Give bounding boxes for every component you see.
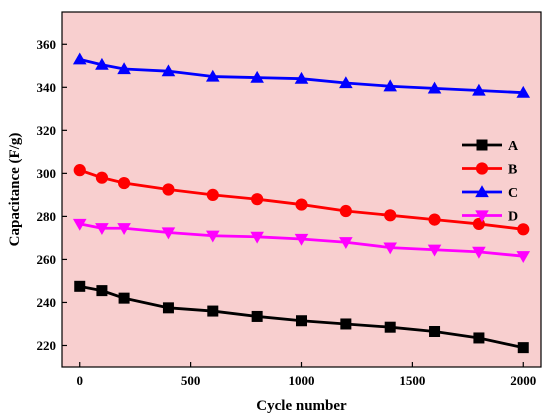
series-c-point [95,57,109,70]
series-c-point [161,64,176,77]
series-b-point [384,209,397,222]
series-d-point [95,223,109,236]
series-d-point [427,244,442,257]
series-d-point [472,246,486,259]
series-b-point [95,171,109,184]
x-axis-title: Cycle number [256,398,347,414]
series-d-point [294,233,309,246]
series-a-point [296,315,307,327]
series-d-point [339,237,353,250]
x-tick-label: 2000 [510,373,536,388]
series-c-point [516,85,531,98]
x-tick-label: 500 [181,373,201,388]
series-c-point [117,62,131,75]
y-tick-label: 340 [37,80,57,95]
series-d-point [161,227,176,240]
series-a-point [473,332,485,344]
y-tick-label: 360 [37,37,57,52]
series-d-point [250,231,264,244]
series-d-point [72,218,87,231]
series-d-point [205,230,220,243]
legend-c-label: C [508,186,518,201]
y-axis-title: Capacitance (F/g) [7,133,23,247]
series-b-point [517,223,530,236]
plot-background [62,12,541,367]
series-layer [72,52,531,354]
series-a-point [384,321,396,333]
series-d-point [383,242,398,255]
legend-d-marker [475,210,489,223]
legend-b-marker [475,162,489,175]
series-d-point [516,251,531,263]
x-tick-label: 0 [76,373,83,388]
series-a-point [74,280,86,292]
legend-b-label: B [508,163,517,178]
series-b-point [428,213,441,226]
legend-a-marker [476,139,488,151]
series-b-point [251,193,264,206]
series-c-point [72,52,87,65]
series-c-point [472,83,486,96]
series-b-point [339,204,352,218]
y-tick-label: 280 [37,209,57,224]
series-a-point [118,292,130,304]
series-c-point [427,81,442,94]
y-tick-label: 220 [37,338,57,353]
series-b-point [295,198,308,211]
series-b-point [162,183,175,196]
y-tick-label: 300 [37,166,57,181]
y-tick-label: 260 [37,252,57,267]
legend-d-label: D [508,210,518,225]
series-a-point [340,318,352,330]
series-d-point [117,223,131,236]
series-c-point [383,79,398,92]
series-c-point [250,70,264,83]
series-a-point [96,285,108,297]
x-tick-label: 1500 [399,373,425,388]
series-a-point [162,302,174,314]
series-b-point [206,188,219,201]
ticks-layer: 0 500 1000 1500 2000 220 240 260 280 300 320 340 360 [37,37,537,388]
legend-c-marker [475,185,489,198]
series-c-point [339,76,353,89]
y-tick-label: 240 [37,295,57,310]
series-b-point [117,176,131,190]
y-tick-label: 320 [37,123,57,138]
legend-a-label: A [508,139,519,154]
series-c-point [205,69,220,82]
series-a-point [251,310,263,322]
series-a-point [517,342,529,354]
series-b-point [73,164,86,177]
x-tick-label: 1000 [289,373,315,388]
series-c-line [79,57,524,95]
series-a-point [207,305,219,317]
series-c-point [294,71,309,84]
series-a-point [429,326,441,337]
